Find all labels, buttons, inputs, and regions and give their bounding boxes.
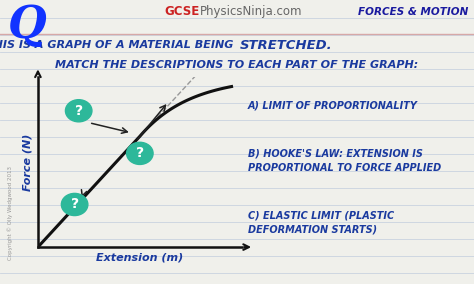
Text: DEFORMATION STARTS): DEFORMATION STARTS) <box>248 225 377 235</box>
Circle shape <box>65 100 92 122</box>
Circle shape <box>61 193 88 216</box>
Text: PhysicsNinja.com: PhysicsNinja.com <box>200 5 302 18</box>
Text: ?: ? <box>136 146 144 160</box>
Text: B) HOOKE'S LAW: EXTENSION IS: B) HOOKE'S LAW: EXTENSION IS <box>248 148 423 158</box>
Text: FORCES & MOTION: FORCES & MOTION <box>358 7 468 17</box>
Text: THIS IS A GRAPH OF A MATERIAL BEING: THIS IS A GRAPH OF A MATERIAL BEING <box>0 40 237 50</box>
Text: Q: Q <box>8 4 47 47</box>
Text: ?: ? <box>71 197 79 212</box>
Text: MATCH THE DESCRIPTIONS TO EACH PART OF THE GRAPH:: MATCH THE DESCRIPTIONS TO EACH PART OF T… <box>55 60 419 70</box>
Text: A) LIMIT OF PROPORTIONALITY: A) LIMIT OF PROPORTIONALITY <box>248 100 418 110</box>
Text: PROPORTIONAL TO FORCE APPLIED: PROPORTIONAL TO FORCE APPLIED <box>248 163 441 173</box>
Y-axis label: Force (N): Force (N) <box>22 133 32 191</box>
Text: ?: ? <box>74 104 83 118</box>
Text: GCSE: GCSE <box>165 5 200 18</box>
X-axis label: Extension (m): Extension (m) <box>96 253 183 263</box>
Circle shape <box>127 142 153 164</box>
Text: Copyright © Olly Wedgwood 2013: Copyright © Olly Wedgwood 2013 <box>7 166 13 260</box>
Text: STRETCHED.: STRETCHED. <box>240 39 333 52</box>
Text: C) ELASTIC LIMIT (PLASTIC: C) ELASTIC LIMIT (PLASTIC <box>248 210 394 220</box>
